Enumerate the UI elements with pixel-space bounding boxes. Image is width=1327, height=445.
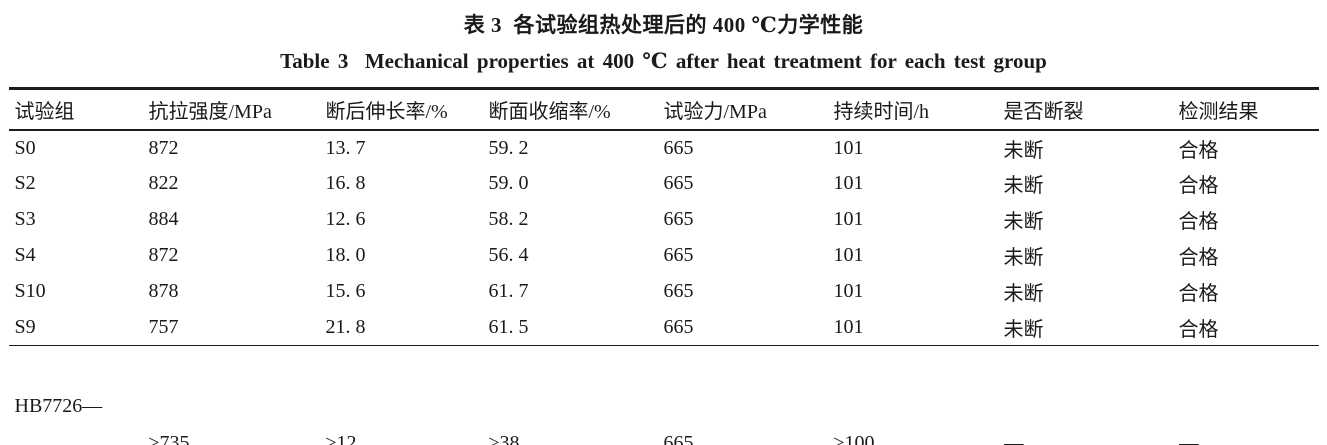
cell-fracture-requirement: — [1003,345,1179,445]
cell-group: S2 [14,172,36,194]
cell-elongation-requirement: ≥12 [325,345,489,445]
standard-label-line1: HB7726— [14,395,103,417]
table-caption-english: Table 3 Mechanical properties at 400 ℃ a… [280,49,1047,73]
cell-duration: 101 [833,244,864,266]
column-header-result: 检测结果 [1178,88,1319,131]
cell-tensile-strength: 872 [148,244,179,266]
cell-test-force: 665 [663,244,694,266]
cell-result: 合格 [1178,139,1219,162]
cell-test-force-requirement: 665 [663,345,834,445]
cell-fracture: 未断 [1003,175,1044,197]
column-header-test-group: 试验组 [8,88,149,131]
cell-test-force: 665 [663,315,694,338]
cell-result: 合格 [1178,283,1219,305]
cell-reduction-of-area: 58. 2 [488,208,529,230]
column-header-reduction-of-area: 断面收缩率/% [488,88,664,131]
column-header-duration: 持续时间/h [833,88,1004,131]
cell-reduction-of-area: 61. 5 [488,315,529,338]
cell-result: 合格 [1178,318,1219,341]
cell-reduction-of-area: 56. 4 [488,244,529,266]
cell-test-force: 665 [663,172,694,194]
cell-reduction-of-area-requirement: ≥38 [488,345,664,445]
table-row-s10: S10 878 15. 6 61. 7 665 101 未断 合格 [9,274,1319,310]
cell-tensile-strength: 884 [148,208,179,230]
cell-reduction-of-area: 59. 2 [488,136,529,159]
table-row-s9: S9 757 21. 8 61. 5 665 101 未断 合格 [9,310,1319,346]
cell-elongation: 12. 6 [325,208,366,230]
mechanical-properties-table: 试验组 抗拉强度/MPa 断后伸长率/% 断面收缩率/% 试验力/MPa 持续时… [8,87,1319,445]
column-header-test-force: 试验力/MPa [663,88,834,131]
cell-test-force: 665 [663,208,694,230]
cell-duration-requirement: ≥100 [833,345,1004,445]
cell-tensile-strength: 878 [148,280,179,302]
cell-reduction-of-area: 59. 0 [488,172,529,194]
table-row-hb7726-requirement: HB7726— 2002 要求 ≥735 ≥12 ≥38 665 ≥100 — … [8,345,1319,445]
header-row: 试验组 抗拉强度/MPa 断后伸长率/% 断面收缩率/% 试验力/MPa 持续时… [8,88,1319,131]
cell-duration: 101 [833,280,864,302]
cell-group: S10 [14,280,46,302]
table-row-s0: S0 872 13. 7 59. 2 665 101 未断 合格 [9,130,1319,166]
cell-fracture: 未断 [1003,247,1044,269]
table-row-s2: S2 822 16. 8 59. 0 665 101 未断 合格 [9,166,1319,202]
cell-fracture: 未断 [1003,139,1044,162]
table-caption-chinese: 表 3 各试验组热处理后的 400 ℃力学性能 [463,13,864,37]
cell-fracture: 未断 [1003,211,1044,233]
cell-fracture: 未断 [1003,318,1044,341]
cell-elongation: 13. 7 [325,136,366,159]
cell-elongation: 18. 0 [325,244,366,266]
cell-group: S9 [14,315,36,338]
cell-group: S3 [14,208,36,230]
cell-duration: 101 [833,136,864,159]
cell-result-requirement: — [1178,345,1319,445]
cell-test-force: 665 [663,136,694,159]
column-header-elongation: 断后伸长率/% [325,88,489,131]
cell-result: 合格 [1178,175,1219,197]
cell-elongation: 16. 8 [325,172,366,194]
cell-tensile-strength-requirement: ≥735 [148,345,326,445]
cell-result: 合格 [1178,211,1219,233]
cell-fracture: 未断 [1003,283,1044,305]
table-row-s4: S4 872 18. 0 56. 4 665 101 未断 合格 [9,238,1319,274]
cell-elongation: 21. 8 [325,315,366,338]
column-header-fracture: 是否断裂 [1003,88,1179,131]
cell-test-force: 665 [663,280,694,302]
cell-duration: 101 [833,315,864,338]
cell-group: S4 [14,244,36,266]
cell-standard-label: HB7726— 2002 要求 [8,345,149,445]
cell-elongation: 15. 6 [325,280,366,302]
cell-group: S0 [14,136,36,159]
table-row-s3: S3 884 12. 6 58. 2 665 101 未断 合格 [9,202,1319,238]
cell-tensile-strength: 872 [148,136,179,159]
cell-tensile-strength: 822 [148,172,179,194]
cell-tensile-strength: 757 [148,315,179,338]
cell-duration: 101 [833,172,864,194]
cell-duration: 101 [833,208,864,230]
cell-result: 合格 [1178,247,1219,269]
cell-reduction-of-area: 61. 7 [488,280,529,302]
column-header-tensile-strength: 抗拉强度/MPa [148,88,326,131]
